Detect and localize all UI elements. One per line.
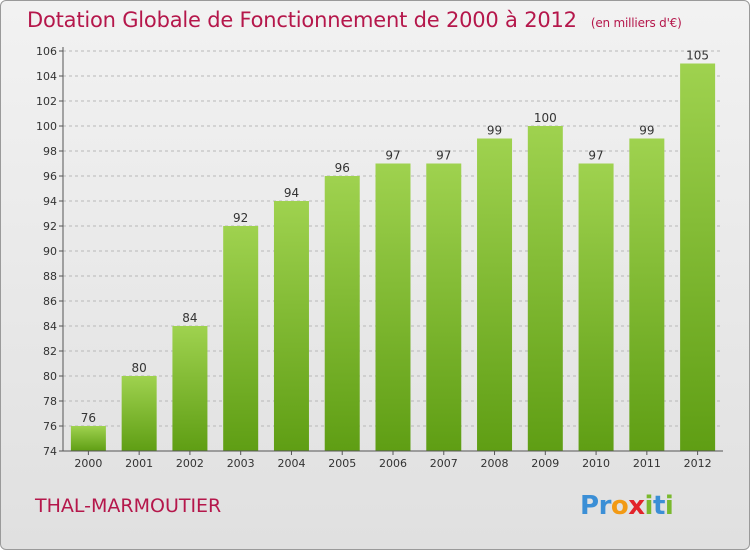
bar-value-label: 92 (233, 211, 248, 225)
logo-letter: P (580, 491, 599, 521)
bar-2012 (680, 63, 716, 451)
bar-value-label: 96 (335, 161, 350, 175)
bar-value-label: 97 (385, 149, 400, 163)
bar-2005 (324, 176, 360, 451)
x-tick-label: 2004 (277, 457, 305, 470)
y-tick-label: 76 (43, 420, 57, 433)
x-tick-label: 2012 (684, 457, 712, 470)
y-tick-label: 98 (43, 145, 57, 158)
bar-layer: 76 80 84 92 94 96 97 97 99 100 97 99 105 (70, 49, 716, 451)
y-tick-label: 94 (43, 195, 57, 208)
y-tick-label: 104 (36, 70, 57, 83)
x-tick-label: 2008 (481, 457, 509, 470)
logo-letter: o (610, 491, 629, 521)
logo-letter: r (598, 491, 612, 521)
x-tick-label: 2002 (176, 457, 204, 470)
bar-2009 (527, 126, 563, 451)
x-tick-label: 2011 (633, 457, 661, 470)
y-tick-label: 102 (36, 95, 57, 108)
bar-2010 (578, 163, 614, 451)
bar-2001 (121, 376, 157, 451)
axis-layer: 74 76 78 80 82 84 86 88 90 92 94 96 98 100 102 104 106 20… (36, 45, 723, 470)
logo-letter: i (644, 491, 654, 521)
bar-2004 (273, 201, 309, 451)
bar-2007 (426, 163, 462, 451)
x-tick-label: 2010 (582, 457, 610, 470)
x-tick-label: 2001 (125, 457, 153, 470)
y-tick-label: 88 (43, 270, 57, 283)
logo-letter: i (664, 491, 674, 521)
x-tick-label: 2006 (379, 457, 407, 470)
bar-value-label: 99 (487, 124, 502, 138)
y-tick-label: 80 (43, 370, 57, 383)
logo-letter: t (652, 491, 665, 521)
x-tick-label: 2007 (430, 457, 458, 470)
bar-value-label: 97 (588, 149, 603, 163)
y-tick-label: 84 (43, 320, 57, 333)
bar-value-label: 105 (686, 49, 709, 63)
bar-value-label: 84 (182, 311, 197, 325)
y-tick-label: 90 (43, 245, 57, 258)
chart-title-text: Dotation Globale de Fonctionnement de 20… (27, 8, 577, 32)
x-tick-label: 2000 (74, 457, 102, 470)
bar-value-label: 100 (534, 111, 557, 125)
y-tick-label: 82 (43, 345, 57, 358)
bar-value-label: 80 (132, 361, 147, 375)
bar-2006 (375, 163, 411, 451)
logo-letter: x (628, 491, 645, 521)
bar-value-label: 99 (639, 124, 654, 138)
y-tick-label: 78 (43, 395, 57, 408)
y-tick-label: 92 (43, 220, 57, 233)
chart-title: Dotation Globale de Fonctionnement de 20… (27, 8, 682, 32)
commune-name: THAL-MARMOUTIER (35, 495, 222, 517)
x-tick-label: 2009 (531, 457, 559, 470)
y-tick-label: 96 (43, 170, 57, 183)
bar-2003 (223, 226, 259, 451)
bar-2002 (172, 326, 208, 451)
proxiti-logo: Proxiti (580, 491, 674, 521)
x-tick-label: 2003 (227, 457, 255, 470)
bar-2000 (70, 426, 106, 451)
chart-unit: (en milliers d'€) (590, 16, 682, 30)
bar-value-label: 94 (284, 186, 299, 200)
x-tick-label: 2005 (328, 457, 356, 470)
y-tick-label: 100 (36, 120, 57, 133)
bar-value-label: 76 (81, 411, 96, 425)
y-tick-label: 106 (36, 45, 57, 58)
y-tick-label: 74 (43, 445, 57, 458)
bar-2011 (629, 138, 665, 451)
bar-2008 (477, 138, 513, 451)
y-tick-label: 86 (43, 295, 57, 308)
bar-value-label: 97 (436, 149, 451, 163)
